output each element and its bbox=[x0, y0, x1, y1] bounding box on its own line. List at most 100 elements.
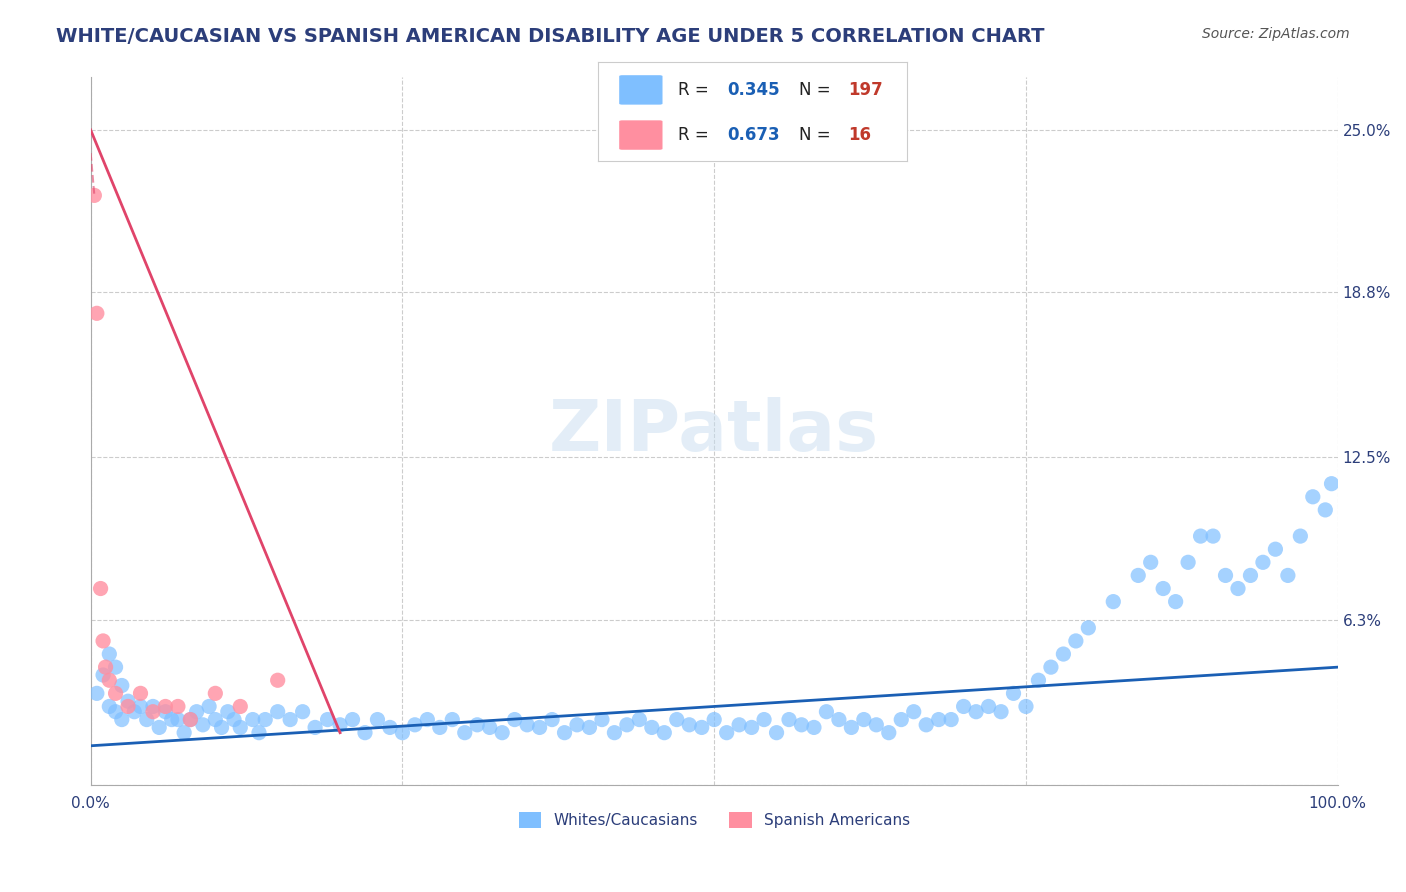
Point bbox=[404, 718, 426, 732]
Point bbox=[167, 713, 190, 727]
Point bbox=[91, 634, 114, 648]
Point bbox=[890, 713, 912, 727]
Point bbox=[952, 699, 974, 714]
Point bbox=[1177, 555, 1199, 569]
Point bbox=[267, 673, 290, 688]
Point bbox=[160, 713, 183, 727]
Point bbox=[803, 721, 825, 735]
FancyBboxPatch shape bbox=[619, 120, 662, 150]
Point bbox=[939, 713, 962, 727]
Point bbox=[1227, 582, 1250, 596]
Point bbox=[267, 705, 290, 719]
Point bbox=[454, 725, 477, 739]
Point bbox=[111, 678, 134, 692]
Point bbox=[98, 673, 121, 688]
Point bbox=[391, 725, 413, 739]
Point bbox=[716, 725, 738, 739]
Text: R =: R = bbox=[678, 126, 714, 144]
Point bbox=[329, 718, 352, 732]
Point bbox=[191, 718, 214, 732]
Point bbox=[1039, 660, 1062, 674]
Point bbox=[155, 699, 177, 714]
Point bbox=[915, 718, 938, 732]
Point bbox=[815, 705, 838, 719]
Point bbox=[342, 713, 364, 727]
Point bbox=[703, 713, 725, 727]
Point bbox=[1264, 542, 1286, 557]
Point bbox=[1102, 594, 1125, 608]
Point bbox=[179, 713, 201, 727]
Point bbox=[278, 713, 301, 727]
Point bbox=[1320, 476, 1343, 491]
Point bbox=[541, 713, 564, 727]
Point bbox=[83, 188, 105, 202]
Point bbox=[242, 713, 264, 727]
Point bbox=[1015, 699, 1038, 714]
Point bbox=[1202, 529, 1225, 543]
Point bbox=[90, 582, 112, 596]
Point bbox=[135, 713, 157, 727]
Point bbox=[129, 686, 152, 700]
Point bbox=[316, 713, 339, 727]
Point bbox=[1315, 503, 1337, 517]
Point bbox=[478, 721, 501, 735]
Point bbox=[1289, 529, 1312, 543]
Point bbox=[98, 647, 121, 661]
Point bbox=[578, 721, 600, 735]
Point bbox=[1028, 673, 1050, 688]
Point bbox=[465, 718, 488, 732]
Point bbox=[104, 686, 127, 700]
Point bbox=[129, 699, 152, 714]
Point bbox=[529, 721, 551, 735]
Point bbox=[728, 718, 751, 732]
Text: 0.345: 0.345 bbox=[727, 81, 780, 99]
Point bbox=[229, 721, 252, 735]
Point bbox=[142, 705, 165, 719]
Point bbox=[652, 725, 675, 739]
Point bbox=[104, 660, 127, 674]
Point bbox=[503, 713, 526, 727]
Point bbox=[678, 718, 700, 732]
Point bbox=[122, 705, 145, 719]
Point bbox=[641, 721, 664, 735]
Point bbox=[179, 713, 201, 727]
Point bbox=[1302, 490, 1324, 504]
Point bbox=[98, 699, 121, 714]
Point bbox=[111, 713, 134, 727]
Point bbox=[186, 705, 208, 719]
Point bbox=[94, 660, 117, 674]
Point bbox=[491, 725, 513, 739]
Legend: Whites/Caucasians, Spanish Americans: Whites/Caucasians, Spanish Americans bbox=[512, 805, 915, 834]
Point bbox=[142, 699, 165, 714]
Point bbox=[1128, 568, 1150, 582]
Point bbox=[429, 721, 451, 735]
Text: N =: N = bbox=[799, 81, 835, 99]
Point bbox=[1239, 568, 1261, 582]
Point bbox=[104, 705, 127, 719]
Text: ZIPatlas: ZIPatlas bbox=[550, 397, 879, 466]
Point bbox=[977, 699, 1000, 714]
Point bbox=[416, 713, 439, 727]
Text: WHITE/CAUCASIAN VS SPANISH AMERICAN DISABILITY AGE UNDER 5 CORRELATION CHART: WHITE/CAUCASIAN VS SPANISH AMERICAN DISA… bbox=[56, 27, 1045, 45]
Point bbox=[198, 699, 221, 714]
Point bbox=[366, 713, 388, 727]
Point bbox=[354, 725, 377, 739]
Point bbox=[752, 713, 775, 727]
Point bbox=[254, 713, 277, 727]
Point bbox=[778, 713, 800, 727]
Point bbox=[516, 718, 538, 732]
Point bbox=[628, 713, 651, 727]
Point bbox=[591, 713, 613, 727]
Point bbox=[211, 721, 233, 735]
Text: 0.673: 0.673 bbox=[727, 126, 780, 144]
Point bbox=[741, 721, 763, 735]
Point bbox=[603, 725, 626, 739]
Point bbox=[155, 705, 177, 719]
Point bbox=[222, 713, 245, 727]
Point bbox=[91, 668, 114, 682]
Point bbox=[1189, 529, 1212, 543]
Point bbox=[877, 725, 900, 739]
Point bbox=[1002, 686, 1025, 700]
Point bbox=[1152, 582, 1174, 596]
Point bbox=[304, 721, 326, 735]
